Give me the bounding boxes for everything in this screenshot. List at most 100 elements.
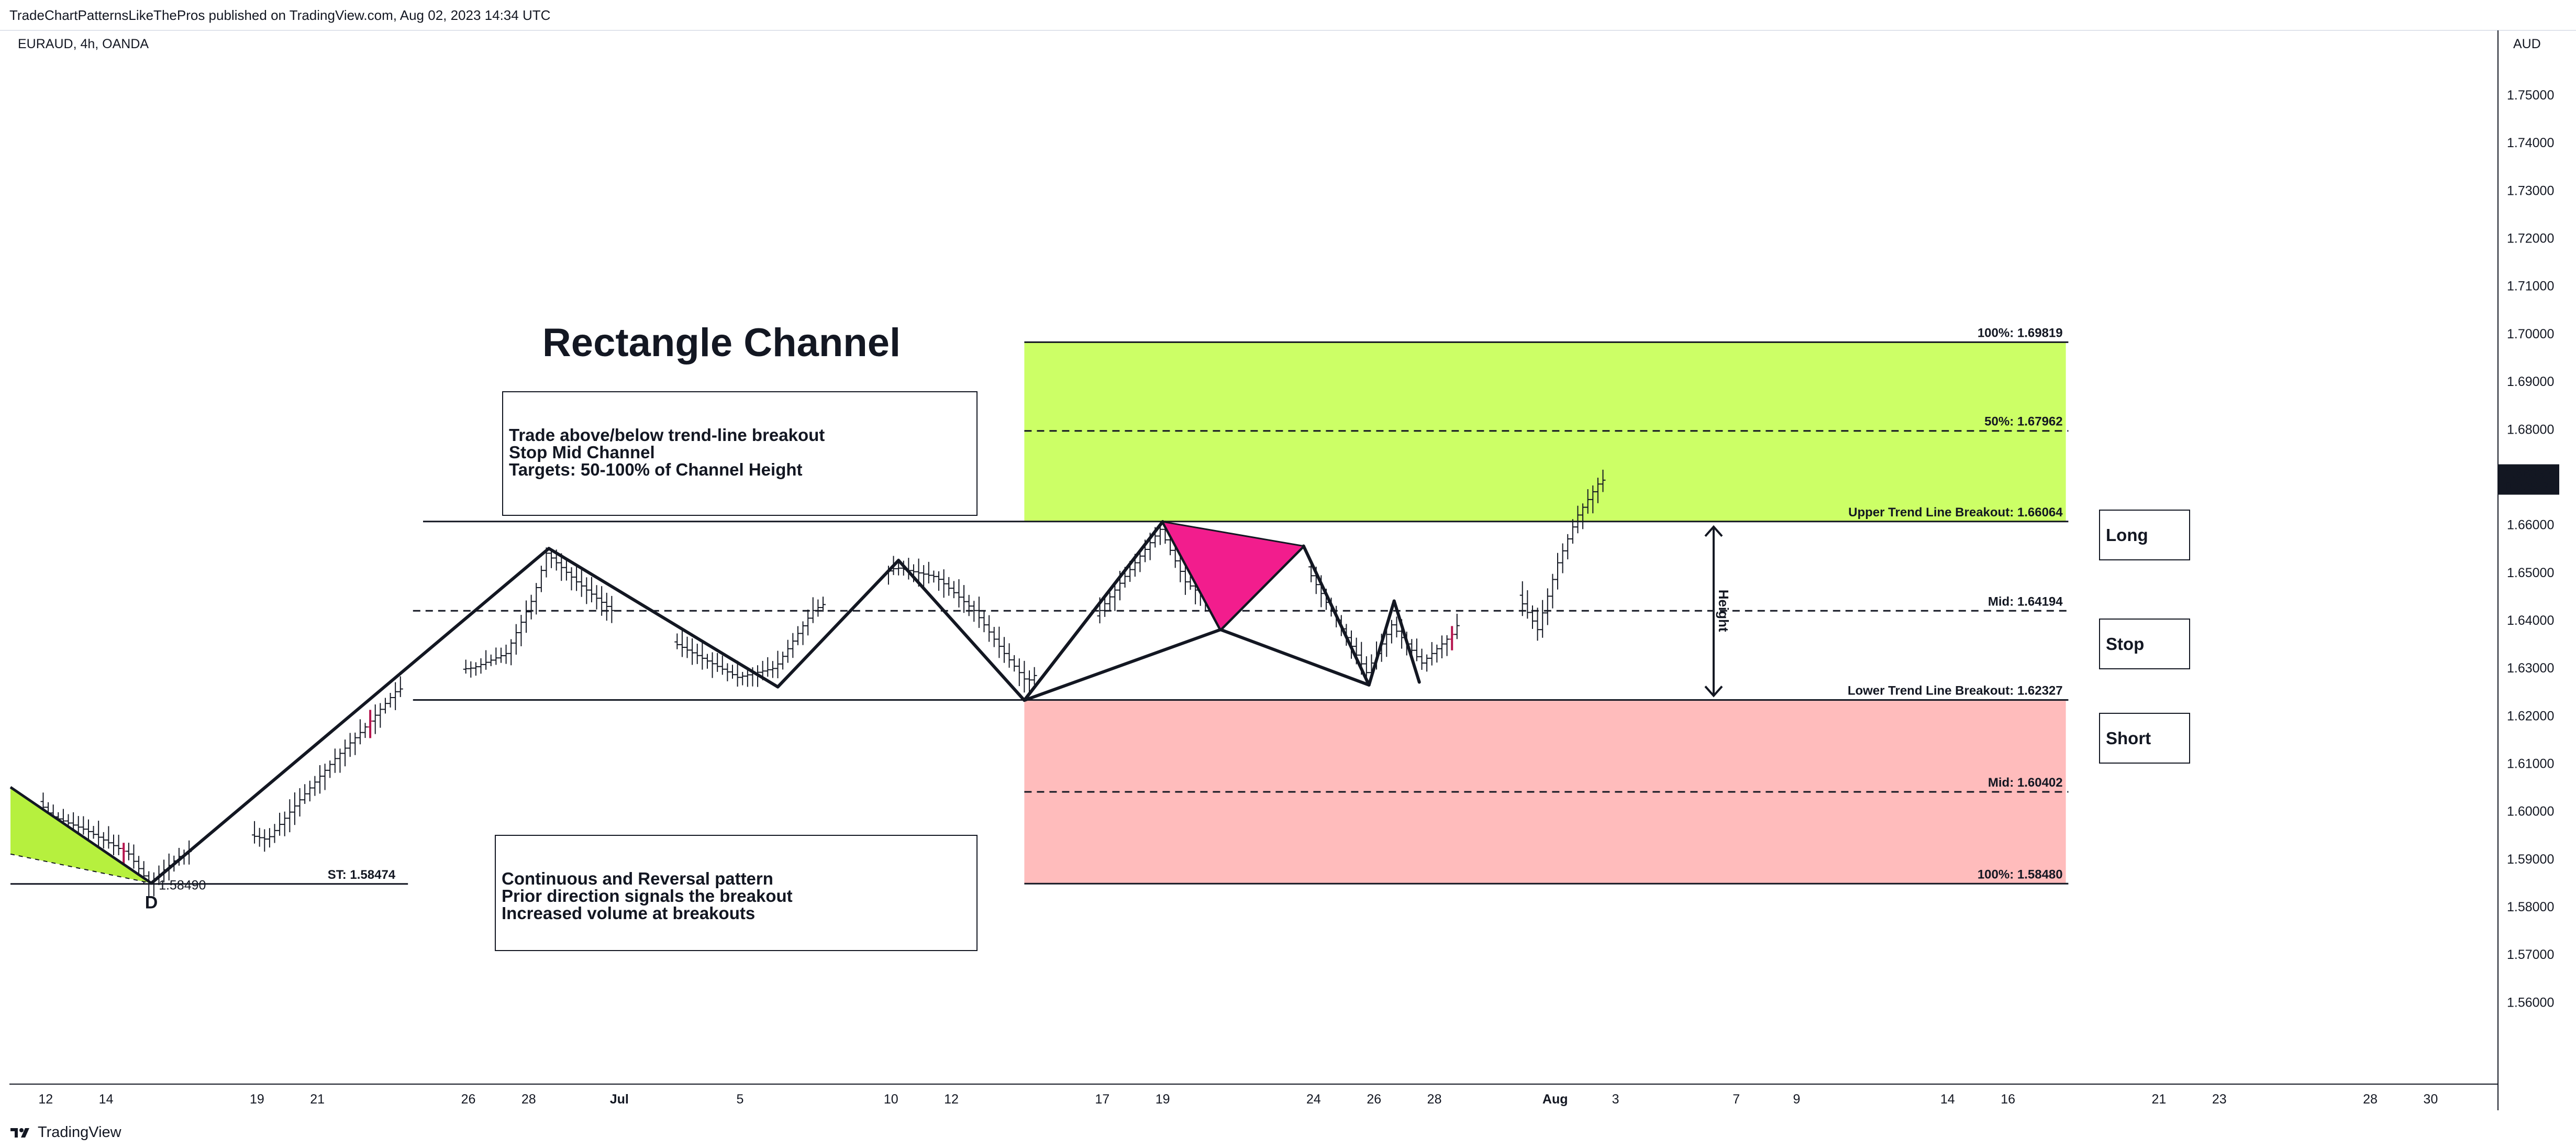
candle <box>121 843 127 866</box>
candle <box>1595 478 1601 503</box>
candle <box>1389 620 1394 644</box>
symbol-line: EURAUD, 4h, OANDA <box>18 37 149 51</box>
price-tick-label: 1.72000 <box>2507 231 2554 246</box>
candle <box>926 561 931 584</box>
candle <box>1414 638 1419 661</box>
candle <box>1550 573 1556 609</box>
candle <box>594 585 599 610</box>
time-tick-label: 28 <box>2363 1092 2378 1107</box>
lower-mid-label: Mid: 1.60402 <box>1988 776 2063 790</box>
candle <box>513 624 519 655</box>
time-tick-label: 17 <box>1095 1092 1109 1107</box>
price-tick-label: 1.71000 <box>2507 279 2554 294</box>
candle <box>307 780 313 802</box>
candle <box>111 834 117 855</box>
candle <box>574 566 580 591</box>
candle <box>584 577 590 604</box>
candle <box>387 693 393 708</box>
candle <box>312 776 318 796</box>
candle <box>508 639 514 666</box>
candle <box>1439 635 1445 658</box>
candle <box>690 638 695 665</box>
candle <box>372 704 378 734</box>
candle <box>931 570 937 583</box>
candle <box>740 671 746 686</box>
candle <box>609 595 615 623</box>
time-tick-label: 12 <box>944 1092 959 1107</box>
time-tick-label: 30 <box>2423 1092 2438 1107</box>
time-tick-label: 14 <box>99 1092 114 1107</box>
candle <box>1540 600 1546 638</box>
height-label: Height <box>1716 590 1731 632</box>
price-tick-label: 1.73000 <box>2507 183 2554 198</box>
profit-target-zone <box>1024 342 2066 522</box>
candle <box>1001 637 1007 663</box>
candle <box>302 784 308 804</box>
point-d-value: 1.58490 <box>159 878 206 892</box>
candle <box>322 764 328 790</box>
candle <box>1394 616 1400 638</box>
st-label: ST: 1.58474 <box>328 868 396 882</box>
long-box[interactable] <box>2099 510 2190 560</box>
candle <box>775 650 781 679</box>
candle <box>91 826 96 839</box>
candle <box>790 633 796 658</box>
candle <box>126 843 131 860</box>
candle <box>272 824 277 843</box>
candle <box>579 568 584 597</box>
candle <box>1187 576 1193 590</box>
candle <box>503 644 509 664</box>
candle <box>71 812 76 830</box>
candle <box>785 639 791 663</box>
stop-box[interactable] <box>2099 619 2190 669</box>
price-tick-label: 1.75000 <box>2507 88 2554 103</box>
time-tick-label: 23 <box>2212 1092 2227 1107</box>
strategy-note-line: Stop Mid Channel <box>509 443 655 462</box>
candle <box>805 609 811 636</box>
candle <box>745 669 750 687</box>
height-arrow-head-bottom <box>1704 686 1723 698</box>
price-tick-label: 1.59000 <box>2507 852 2554 867</box>
harmonic-leg <box>1220 628 1370 687</box>
candle <box>951 581 957 599</box>
price-tick-label: 1.62000 <box>2507 709 2554 723</box>
candle <box>966 594 972 616</box>
candle <box>1172 545 1178 568</box>
candle <box>342 739 348 767</box>
strategy-note-box <box>502 391 978 516</box>
candle <box>725 663 730 681</box>
candle <box>1031 667 1037 685</box>
candle <box>131 844 137 869</box>
candle <box>81 816 86 835</box>
time-tick-label: 10 <box>884 1092 898 1107</box>
price-tick-label: 1.66000 <box>2507 518 2554 533</box>
candle <box>347 733 353 757</box>
candle <box>961 585 967 613</box>
candle <box>795 626 801 645</box>
candle <box>604 592 609 621</box>
candle <box>493 647 499 665</box>
candle <box>277 812 283 836</box>
candle <box>1112 582 1118 611</box>
time-tick-label: 21 <box>2152 1092 2167 1107</box>
candle <box>538 566 544 592</box>
pattern-note-box <box>495 835 978 951</box>
pattern-note-line: Increased volume at breakouts <box>502 903 755 923</box>
candle <box>800 621 806 645</box>
zigzag-leg <box>150 547 551 885</box>
short-box[interactable] <box>2099 713 2190 764</box>
candle <box>282 811 287 836</box>
candle <box>699 642 705 670</box>
candle <box>996 626 1002 658</box>
candle <box>292 792 297 825</box>
harmonic-fill-triangle <box>1161 521 1305 631</box>
pattern-note-line: Prior direction signals the breakout <box>502 886 793 906</box>
candle <box>317 765 323 794</box>
candle <box>498 647 504 663</box>
price-tick-label: 1.63000 <box>2507 661 2554 676</box>
time-tick-label: 14 <box>1940 1092 1955 1107</box>
candle <box>921 565 927 588</box>
time-tick-label: 19 <box>1156 1092 1170 1107</box>
candle <box>337 748 343 773</box>
